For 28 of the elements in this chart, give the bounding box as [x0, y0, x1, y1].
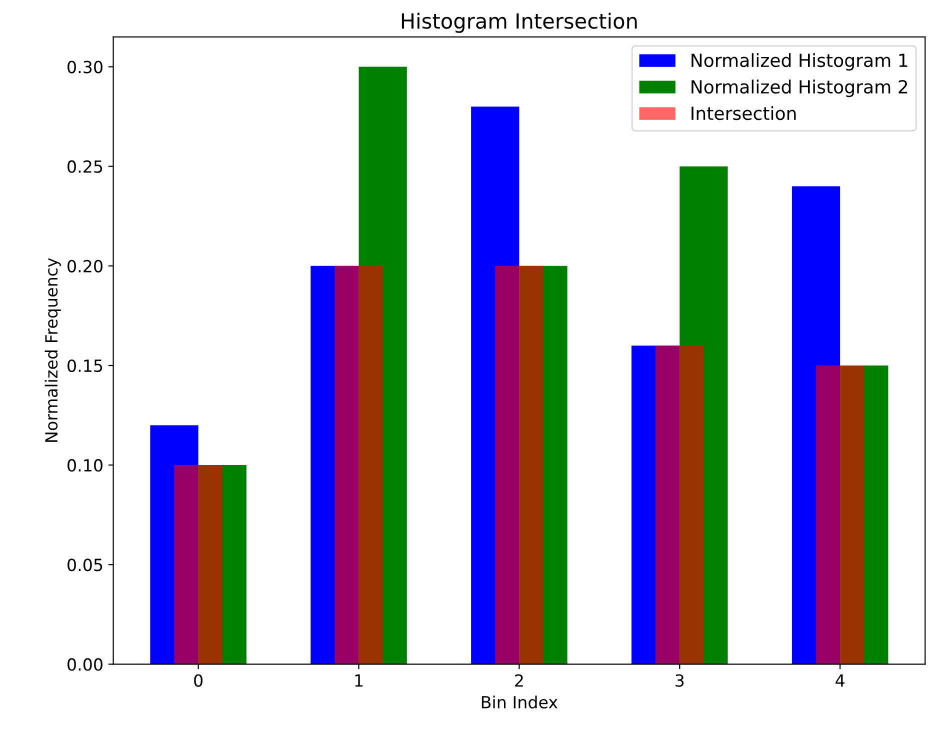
bar — [680, 166, 728, 664]
x-tick-label: 3 — [676, 674, 684, 687]
bar — [632, 346, 680, 664]
y-tick-label: 0.05 — [68, 558, 102, 572]
y-tick-label: 0.25 — [68, 160, 102, 173]
legend-label: Normalized Histogram 2 — [692, 80, 908, 98]
y-tick-label: 0.20 — [68, 260, 102, 272]
x-tick-label: 1 — [355, 674, 363, 687]
bar — [150, 425, 198, 664]
y-tick-label: 0.15 — [68, 359, 102, 372]
chart-title: Histogram Intersection — [402, 12, 637, 33]
bar — [519, 266, 568, 664]
bar — [358, 66, 407, 664]
legend-label: Intersection — [692, 106, 796, 120]
bar — [198, 465, 246, 664]
x-tick-label: 4 — [836, 674, 844, 687]
y-tick-label: 0.10 — [68, 459, 102, 472]
bar — [310, 266, 359, 664]
y-tick-label: 0.00 — [68, 658, 102, 671]
bar — [792, 186, 840, 664]
y-axis-title: Normalized Frequency — [44, 258, 61, 442]
legend-label: Normalized Histogram 1 — [692, 53, 908, 71]
x-axis-title: Bin Index — [482, 696, 558, 709]
bar — [471, 106, 520, 664]
x-tick-label: 2 — [515, 674, 523, 687]
y-tick-label: 0.30 — [68, 60, 102, 74]
x-tick-label: 0 — [194, 674, 203, 687]
bar — [840, 365, 888, 664]
